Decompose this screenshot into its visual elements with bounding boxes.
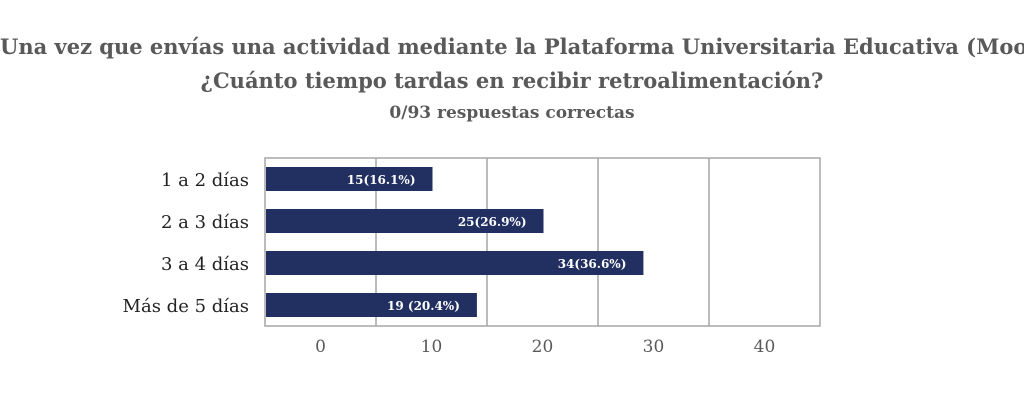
chart-title-line-1: Una vez que envías una actividad mediant… bbox=[0, 34, 1024, 59]
category-label: 2 a 3 días bbox=[161, 212, 249, 233]
bar bbox=[266, 251, 644, 275]
chart-title-line-2: ¿Cuánto tiempo tardas en recibir retroal… bbox=[200, 68, 824, 93]
x-tick-label: 20 bbox=[532, 337, 554, 357]
bar bbox=[266, 167, 433, 191]
data-label: 19 (20.4%) bbox=[387, 299, 460, 313]
x-tick-label: 40 bbox=[754, 337, 776, 357]
category-label: 3 a 4 días bbox=[161, 254, 249, 275]
data-label: 15(16.1%) bbox=[347, 173, 416, 187]
category-label: Más de 5 días bbox=[123, 296, 249, 317]
x-tick-label: 0 bbox=[315, 337, 326, 357]
category-label: 1 a 2 días bbox=[161, 170, 249, 191]
chart-subtitle: 0/93 respuestas correctas bbox=[389, 103, 635, 123]
plot-frame bbox=[264, 157, 821, 327]
x-tick-label: 10 bbox=[421, 337, 443, 357]
data-label: 34(36.6%) bbox=[558, 257, 627, 271]
bar bbox=[266, 209, 544, 233]
bar bbox=[266, 293, 477, 317]
data-label: 25(26.9%) bbox=[458, 215, 527, 229]
x-tick-label: 30 bbox=[643, 337, 665, 357]
